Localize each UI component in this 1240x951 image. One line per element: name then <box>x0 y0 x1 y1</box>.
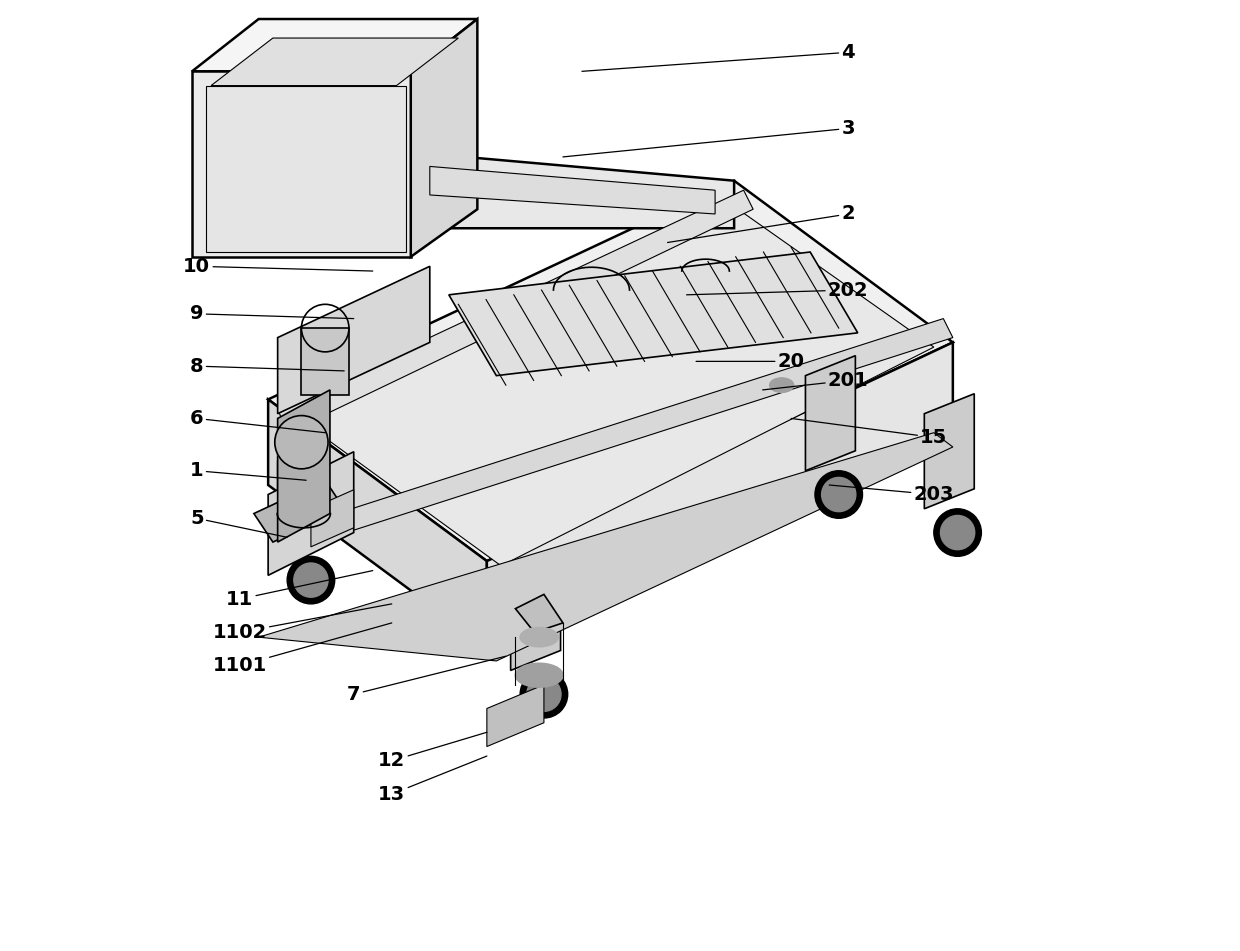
Text: 3: 3 <box>563 119 856 157</box>
Text: 20: 20 <box>696 352 805 371</box>
Polygon shape <box>924 394 975 509</box>
Ellipse shape <box>770 378 794 393</box>
Text: 6: 6 <box>190 409 325 433</box>
Polygon shape <box>430 166 715 214</box>
Polygon shape <box>278 266 430 414</box>
Text: 10: 10 <box>184 257 373 276</box>
Polygon shape <box>278 319 952 552</box>
Text: 12: 12 <box>378 732 487 770</box>
Text: 201: 201 <box>763 371 868 390</box>
Polygon shape <box>278 441 327 556</box>
Polygon shape <box>487 342 952 647</box>
Polygon shape <box>449 252 858 376</box>
Polygon shape <box>259 433 952 661</box>
Text: 1101: 1101 <box>212 623 392 675</box>
Polygon shape <box>301 328 348 395</box>
Polygon shape <box>410 152 734 228</box>
Circle shape <box>527 677 560 711</box>
Polygon shape <box>487 685 544 747</box>
Text: 8: 8 <box>190 357 345 376</box>
Text: 2: 2 <box>667 204 856 243</box>
Circle shape <box>822 477 856 512</box>
Polygon shape <box>268 181 952 561</box>
Text: 5: 5 <box>190 509 288 537</box>
Polygon shape <box>192 19 477 71</box>
Circle shape <box>815 471 863 518</box>
Polygon shape <box>806 356 856 471</box>
Circle shape <box>294 563 329 597</box>
Ellipse shape <box>520 628 558 647</box>
Circle shape <box>288 556 335 604</box>
Text: 202: 202 <box>687 281 868 300</box>
Polygon shape <box>268 452 353 575</box>
Polygon shape <box>311 490 353 547</box>
Text: 1: 1 <box>190 461 306 480</box>
Polygon shape <box>278 190 753 433</box>
Polygon shape <box>511 555 560 670</box>
Polygon shape <box>291 200 934 566</box>
Polygon shape <box>268 399 487 647</box>
Text: 203: 203 <box>830 485 954 504</box>
Circle shape <box>940 515 975 550</box>
Polygon shape <box>254 480 345 542</box>
Polygon shape <box>206 86 405 252</box>
Text: 7: 7 <box>347 656 506 704</box>
Text: 1102: 1102 <box>212 604 392 642</box>
Circle shape <box>520 670 568 718</box>
Polygon shape <box>278 390 330 542</box>
Circle shape <box>275 416 329 469</box>
Polygon shape <box>516 594 563 632</box>
Circle shape <box>934 509 981 556</box>
Polygon shape <box>192 71 410 257</box>
Polygon shape <box>211 38 459 86</box>
Ellipse shape <box>516 664 563 687</box>
Polygon shape <box>410 19 477 257</box>
Text: 15: 15 <box>791 418 947 447</box>
Text: 4: 4 <box>582 43 856 71</box>
Text: 11: 11 <box>226 571 373 609</box>
Text: 13: 13 <box>378 756 487 804</box>
Text: 9: 9 <box>190 304 353 323</box>
